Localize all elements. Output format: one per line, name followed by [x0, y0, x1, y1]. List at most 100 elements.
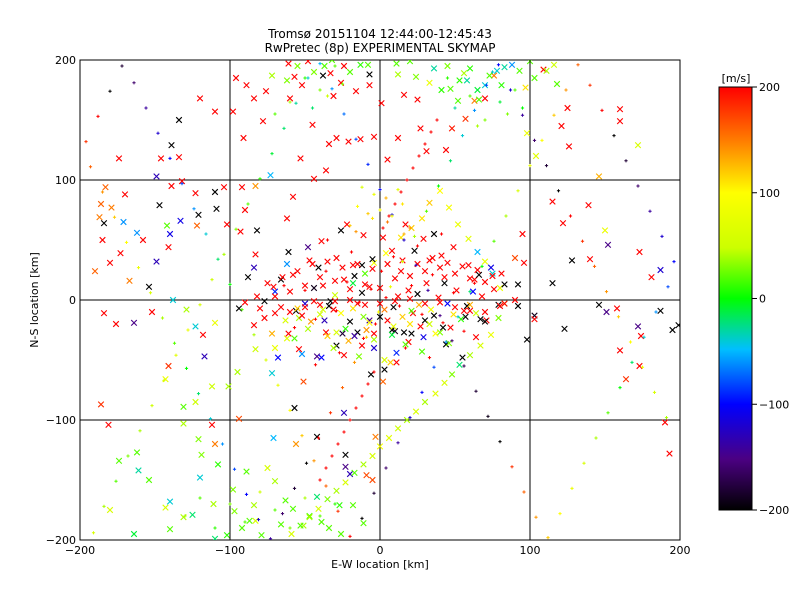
data-point-plus: [592, 264, 597, 268]
data-point-x: [370, 133, 378, 140]
data-point-plus: [325, 94, 330, 98]
data-point-x: [315, 505, 322, 512]
data-point-plus: [423, 142, 427, 146]
data-point-plus: [660, 234, 664, 238]
data-point-x: [318, 354, 325, 361]
data-point-x: [388, 331, 396, 338]
data-point-plus: [348, 418, 352, 422]
data-point-x: [585, 202, 592, 209]
data-point-x: [336, 502, 343, 509]
data-point-x: [96, 214, 103, 221]
data-point-x: [423, 280, 430, 287]
data-point-plus: [618, 386, 622, 390]
data-point-plus: [498, 440, 502, 444]
data-point-x: [286, 95, 294, 102]
data-point-x: [432, 390, 439, 397]
data-point-x: [166, 526, 174, 533]
data-point-x: [388, 247, 396, 254]
data-point-x: [384, 156, 391, 163]
data-point-x: [384, 317, 391, 324]
data-point-x: [192, 190, 199, 197]
data-point-plus: [396, 188, 400, 192]
data-point-x: [240, 134, 247, 142]
data-point-plus: [450, 339, 454, 343]
data-point-x: [553, 80, 561, 88]
data-point-x: [400, 91, 408, 98]
data-point-plus: [427, 356, 432, 360]
data-point-plus: [313, 363, 318, 367]
data-point-plus: [234, 227, 238, 231]
data-point-plus: [402, 232, 406, 236]
data-point-x: [279, 274, 286, 281]
data-point-plus: [672, 260, 676, 264]
data-point-plus: [492, 239, 496, 243]
data-point-plus: [439, 232, 444, 236]
data-point-x: [300, 378, 307, 385]
data-point-x: [198, 451, 205, 458]
data-point-plus: [435, 118, 439, 122]
data-point-x: [486, 72, 493, 79]
data-point-x: [294, 62, 301, 70]
data-point-x: [211, 188, 219, 196]
data-point-x: [211, 108, 219, 115]
data-point-plus: [426, 288, 430, 292]
data-point-plus: [232, 467, 237, 471]
data-point-x: [634, 323, 642, 330]
y-axis-label: N-S location [km]: [28, 252, 41, 348]
data-point-plus: [498, 100, 502, 104]
data-point-plus: [606, 411, 610, 415]
data-point-plus: [448, 159, 453, 163]
data-point-x: [460, 70, 468, 77]
data-point-x: [316, 311, 324, 318]
data-point-plus: [364, 335, 369, 339]
data-point-x: [304, 325, 312, 332]
data-point-x: [289, 271, 297, 278]
colorbar: [m/s] 200 100 0 −100 −200: [718, 72, 789, 517]
data-point-x: [436, 299, 444, 306]
data-point-plus: [600, 108, 604, 112]
data-point-plus: [244, 492, 249, 496]
data-point-x: [235, 305, 243, 312]
data-point-x: [250, 95, 258, 102]
data-point-x: [369, 476, 376, 484]
data-point-plus: [385, 220, 390, 224]
data-point-plus: [112, 215, 117, 219]
data-point-x: [477, 316, 484, 323]
data-point-plus: [642, 335, 646, 339]
data-point-plus: [228, 282, 232, 286]
data-point-x: [462, 313, 469, 320]
data-point-x: [666, 450, 673, 457]
data-point-x: [271, 478, 279, 485]
data-point-x: [636, 248, 643, 256]
data-point-x: [376, 313, 384, 320]
data-point-x: [522, 84, 529, 91]
data-point-plus: [228, 502, 232, 506]
data-point-x: [180, 420, 187, 427]
data-point-plus: [108, 89, 112, 93]
data-point-plus: [496, 63, 501, 67]
data-point-x: [439, 324, 447, 331]
data-point-plus: [556, 189, 561, 193]
data-point-x: [250, 502, 258, 509]
data-point-x: [325, 524, 333, 532]
data-point-x: [345, 138, 352, 145]
data-point-x: [349, 262, 357, 269]
data-point-x: [327, 70, 334, 77]
data-point-x: [337, 227, 345, 234]
data-point-x: [459, 354, 466, 361]
data-point-x: [358, 289, 366, 296]
data-point-x: [361, 270, 369, 277]
data-point-plus: [325, 238, 330, 242]
data-point-plus: [366, 162, 370, 166]
data-point-x: [675, 322, 680, 329]
data-point-x: [490, 286, 498, 293]
data-point-x: [231, 508, 238, 515]
data-point-x: [498, 270, 505, 277]
data-point-x: [120, 218, 127, 226]
data-point-plus: [336, 442, 340, 446]
data-point-x: [360, 313, 367, 320]
data-point-plus: [276, 383, 280, 387]
data-point-plus: [333, 502, 337, 506]
data-point-x: [310, 298, 318, 305]
data-point-x: [319, 306, 327, 313]
